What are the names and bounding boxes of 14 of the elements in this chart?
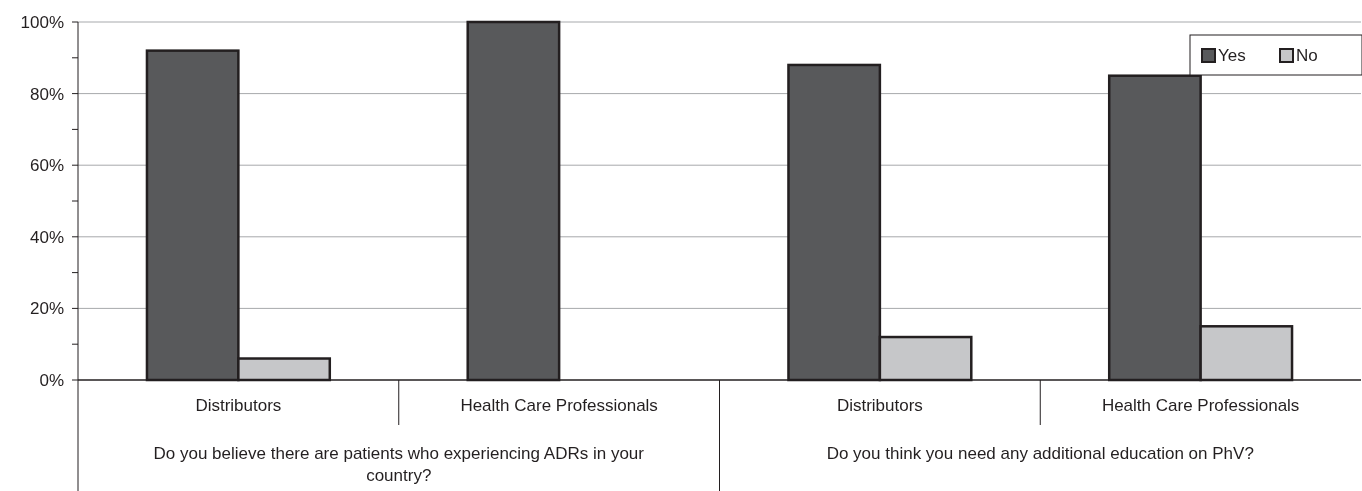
text: Do you believe there are patients who experiencing ADRs in your country? xyxy=(153,444,645,485)
x-tick-label: Distributors xyxy=(836,396,923,415)
text: Do you think you need any additional education on PhV? xyxy=(826,444,1254,463)
legend-label: No xyxy=(1296,45,1318,65)
y-tick-label: 60% xyxy=(29,156,64,176)
x-tick-label: Health Care Professionals xyxy=(1101,396,1300,415)
legend-label: Yes xyxy=(1218,45,1246,65)
x-tick-label: Distributors xyxy=(195,396,282,415)
y-tick-label: 40% xyxy=(29,227,64,247)
x-tick-label: Health Care Professionals xyxy=(460,396,658,415)
y-tick-label: 0% xyxy=(39,370,64,390)
y-tick-label: 100% xyxy=(20,12,64,32)
y-tick-label: 80% xyxy=(29,84,64,104)
y-tick-label: 20% xyxy=(29,299,64,319)
